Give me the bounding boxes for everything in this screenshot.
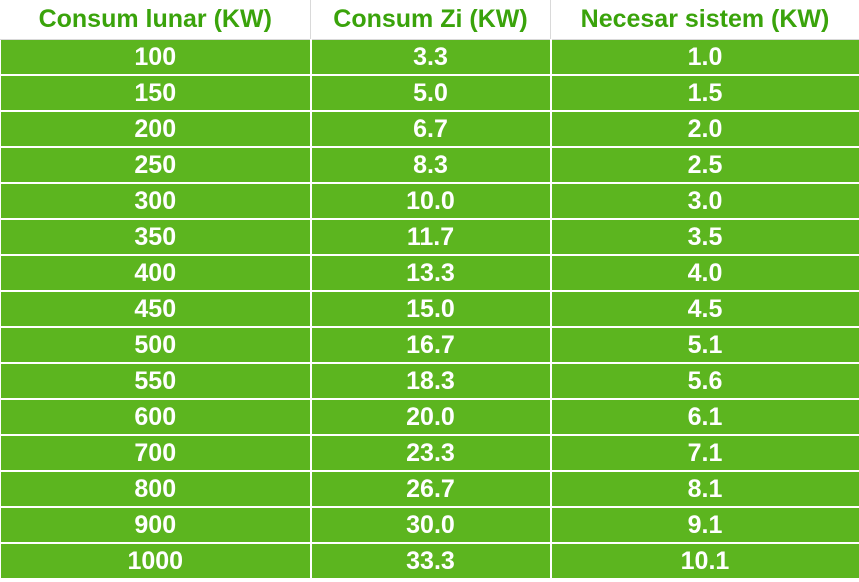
table-row: 450 15.0 4.5: [0, 291, 859, 328]
table-cell: 2.0: [549, 111, 859, 148]
table-row: 500 16.7 5.1: [0, 327, 859, 364]
table-row: 600 20.0 6.1: [0, 399, 859, 436]
table-row: 400 13.3 4.0: [0, 255, 859, 292]
table-cell: 700: [0, 435, 312, 472]
table-cell: 450: [0, 291, 312, 328]
table-row: 800 26.7 8.1: [0, 471, 859, 508]
table-row: 900 30.0 9.1: [0, 507, 859, 544]
table-cell: 18.3: [309, 363, 552, 400]
table-cell: 600: [0, 399, 312, 436]
table-cell: 100: [0, 39, 312, 76]
table-cell: 3.5: [549, 219, 859, 256]
table-cell: 6.7: [309, 111, 552, 148]
header-row: Consum lunar (KW) Consum Zi (KW) Necesar…: [0, 0, 859, 40]
table-cell: 10.1: [549, 543, 859, 580]
table-cell: 1.0: [549, 39, 859, 76]
table-cell: 8.3: [309, 147, 552, 184]
header-cell: Necesar sistem (KW): [550, 0, 859, 40]
table-cell: 3.3: [309, 39, 552, 76]
table-cell: 300: [0, 183, 312, 220]
table-cell: 4.0: [549, 255, 859, 292]
table-cell: 1.5: [549, 75, 859, 112]
table-row: 150 5.0 1.5: [0, 75, 859, 112]
header-cell: Consum Zi (KW): [310, 0, 551, 40]
table-cell: 3.0: [549, 183, 859, 220]
table-cell: 200: [0, 111, 312, 148]
table-row: 300 10.0 3.0: [0, 183, 859, 220]
table-cell: 8.1: [549, 471, 859, 508]
table-cell: 10.0: [309, 183, 552, 220]
table-cell: 250: [0, 147, 312, 184]
table-cell: 26.7: [309, 471, 552, 508]
table-cell: 1000: [0, 543, 312, 580]
table-cell: 900: [0, 507, 312, 544]
table-row: 250 8.3 2.5: [0, 147, 859, 184]
table-cell: 15.0: [309, 291, 552, 328]
table-body: 100 3.3 1.0 150 5.0 1.5 200 6.7 2.0 250 8.3 2.5 300 1…: [0, 39, 859, 580]
table-cell: 2.5: [549, 147, 859, 184]
table-row: 1000 33.3 10.1: [0, 543, 859, 580]
table-row: 700 23.3 7.1: [0, 435, 859, 472]
header-cell: Consum lunar (KW): [0, 0, 311, 40]
table-row: 100 3.3 1.0: [0, 39, 859, 76]
table-cell: 13.3: [309, 255, 552, 292]
table-cell: 150: [0, 75, 312, 112]
table-cell: 9.1: [549, 507, 859, 544]
table-cell: 7.1: [549, 435, 859, 472]
table-cell: 11.7: [309, 219, 552, 256]
table-cell: 16.7: [309, 327, 552, 364]
table-cell: 350: [0, 219, 312, 256]
table-cell: 5.0: [309, 75, 552, 112]
table-row: 550 18.3 5.6: [0, 363, 859, 400]
table-cell: 4.5: [549, 291, 859, 328]
table-cell: 20.0: [309, 399, 552, 436]
table-cell: 6.1: [549, 399, 859, 436]
table-cell: 400: [0, 255, 312, 292]
table-cell: 5.1: [549, 327, 859, 364]
table-row: 350 11.7 3.5: [0, 219, 859, 256]
table-cell: 30.0: [309, 507, 552, 544]
table-cell: 550: [0, 363, 312, 400]
table-cell: 33.3: [309, 543, 552, 580]
table-cell: 23.3: [309, 435, 552, 472]
table-cell: 800: [0, 471, 312, 508]
table-cell: 500: [0, 327, 312, 364]
table-cell: 5.6: [549, 363, 859, 400]
table-row: 200 6.7 2.0: [0, 111, 859, 148]
